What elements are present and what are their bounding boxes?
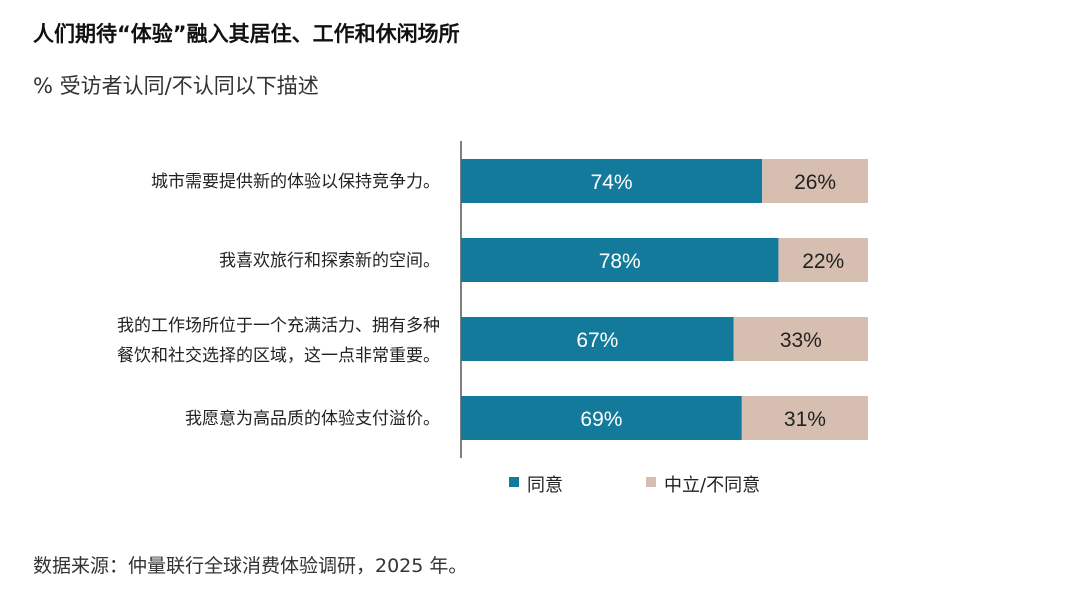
data-label: 78% <box>599 250 641 273</box>
legend-label: 中立/不同意 <box>664 475 760 496</box>
bar-neutral <box>762 159 868 203</box>
bar-agree <box>461 317 734 361</box>
bar-neutral <box>778 238 868 282</box>
bar-neutral <box>733 317 868 361</box>
data-label: 33% <box>780 329 822 352</box>
bar-agree <box>461 238 779 282</box>
source-note: 数据来源：仲量联行全球消费体验调研，2025 年。 <box>33 555 468 577</box>
legend-label: 同意 <box>527 475 563 496</box>
category-label: 我的工作场所位于一个充满活力、拥有多种餐饮和社交选择的区域，这一点非常重要。 <box>117 316 440 366</box>
data-label: 69% <box>580 408 622 431</box>
data-label: 31% <box>784 408 826 431</box>
bar-neutral <box>741 396 868 440</box>
category-label: 城市需要提供新的体验以保持竞争力。 <box>151 172 440 192</box>
chart-subtitle: % 受访者认同/不认同以下描述 <box>33 74 319 98</box>
chart-title: 人们期待“体验”融入其居住、工作和休闲场所 <box>33 22 460 46</box>
data-label: 22% <box>802 250 844 273</box>
category-label: 我愿意为高品质的体验支付溢价。 <box>185 409 440 429</box>
category-label: 我喜欢旅行和探索新的空间。 <box>219 251 440 271</box>
bar-agree <box>461 159 763 203</box>
data-label: 67% <box>576 329 618 352</box>
legend-swatch <box>646 477 656 487</box>
bar-agree <box>461 396 742 440</box>
legend-swatch <box>509 477 519 487</box>
data-label: 26% <box>794 171 836 194</box>
data-label: 74% <box>591 171 633 194</box>
